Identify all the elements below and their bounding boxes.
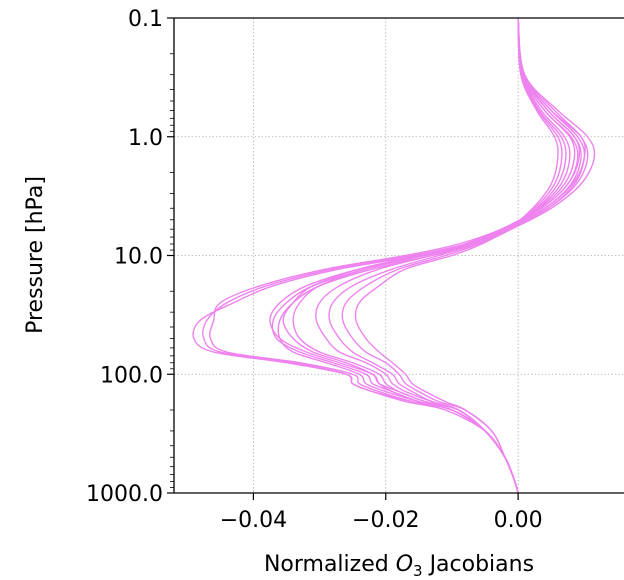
data-lines [192, 18, 596, 493]
series-line-6 [269, 18, 586, 493]
x-tick-label: −0.04 [220, 508, 287, 533]
y-ticks: 0.1 1.0 10.0 100.0 1000.0 [86, 7, 174, 507]
x-axis-label-subscript: 3 [413, 562, 423, 580]
x-axis-label: Normalized O3 Jacobians [264, 552, 534, 580]
x-ticks: −0.04 −0.02 0.00 [220, 493, 543, 533]
grid [174, 17, 624, 494]
x-tick-label: −0.02 [352, 508, 419, 533]
y-tick-label: 100.0 [100, 363, 163, 388]
y-tick-label: 10.0 [114, 245, 163, 270]
y-tick-label: 1000.0 [86, 482, 163, 507]
x-axis-label-symbol: O [396, 552, 413, 577]
x-tick-label: 0.00 [494, 508, 543, 533]
series-line-10 [328, 18, 567, 493]
y-tick-label: 1.0 [128, 126, 163, 151]
series-line-2 [209, 18, 579, 493]
series-line-12 [354, 18, 559, 493]
x-axis-label-suffix: Jacobians [423, 552, 534, 577]
y-axis-label: Pressure [hPa] [23, 176, 48, 334]
x-axis-label-prefix: Normalized [264, 552, 396, 577]
y-tick-label: 0.1 [128, 7, 163, 32]
